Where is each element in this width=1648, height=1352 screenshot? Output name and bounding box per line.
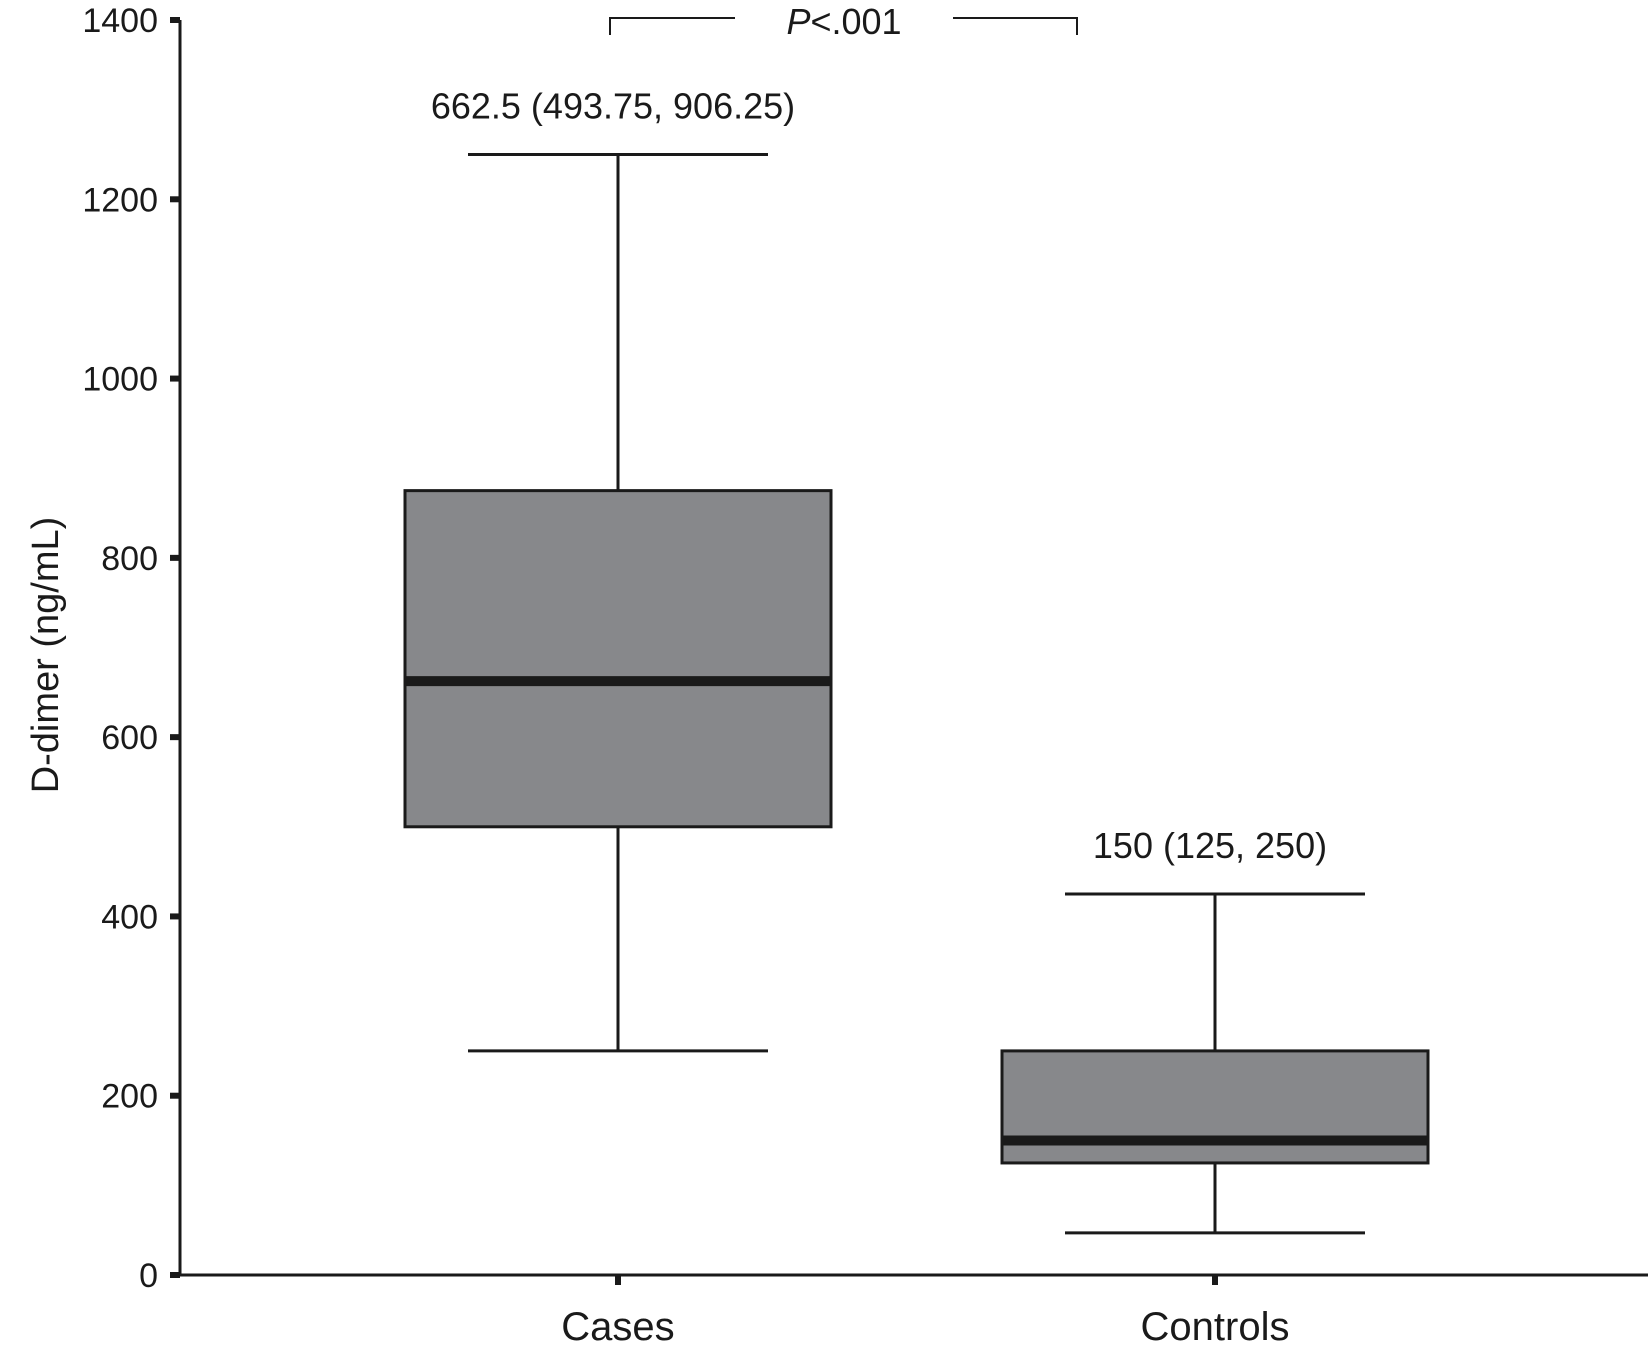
significance-bracket: P<.001	[609, 1, 1078, 42]
significance-bracket-left	[609, 17, 735, 35]
significance-p-value: <.001	[810, 1, 901, 42]
significance-p-symbol: P	[786, 1, 810, 42]
box-controls: 150 (125, 250)	[1000, 825, 1430, 1235]
box-cases: 662.5 (493.75, 906.25)	[403, 85, 833, 1053]
y-tick-label: 1400	[82, 2, 158, 40]
x-tick-label-cases: Cases	[561, 1305, 674, 1349]
y-tick-label: 1000	[82, 361, 158, 399]
y-tick-label: 0	[139, 1257, 158, 1295]
y-axis: 0 200 400 600 800 1000 1200 1400	[82, 2, 182, 1295]
x-axis: Cases Controls	[180, 1273, 1648, 1349]
boxes: 662.5 (493.75, 906.25) 150 (125, 250)	[403, 85, 1430, 1235]
iqr-box	[403, 489, 833, 829]
significance-bracket-right	[953, 17, 1078, 35]
y-tick-label: 1200	[82, 181, 158, 219]
summary-label-controls: 150 (125, 250)	[1093, 825, 1327, 866]
iqr-box	[1000, 1049, 1430, 1165]
y-tick-label: 600	[101, 719, 158, 757]
summary-label-cases: 662.5 (493.75, 906.25)	[431, 85, 795, 126]
y-tick-label: 800	[101, 540, 158, 578]
significance-label: P<.001	[786, 1, 901, 42]
x-tick-label-controls: Controls	[1141, 1305, 1290, 1349]
y-axis-title: D-dimer (ng/mL)	[25, 517, 67, 794]
y-tick-label: 400	[101, 898, 158, 936]
y-tick-label: 200	[101, 1078, 158, 1116]
